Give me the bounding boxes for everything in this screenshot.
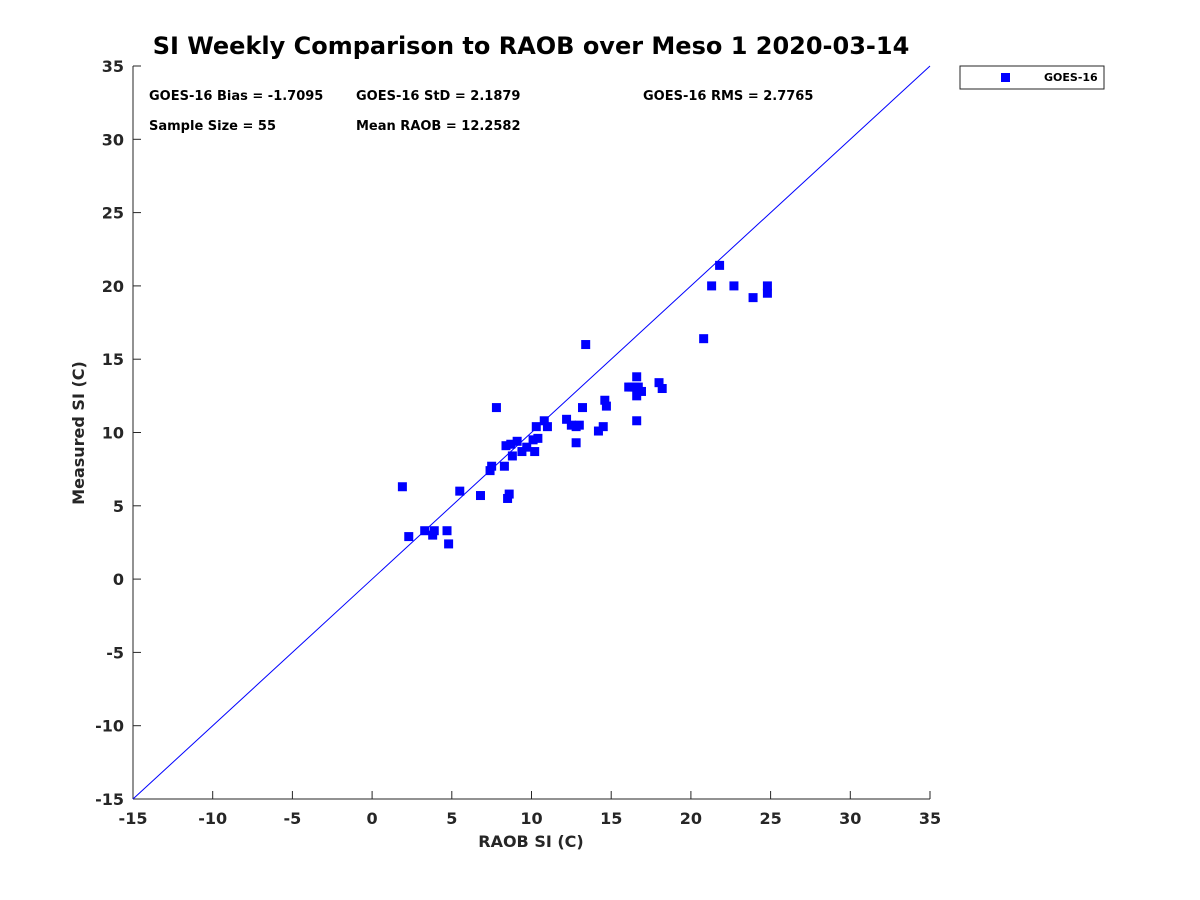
x-tick-label: 20	[680, 809, 702, 828]
data-point	[512, 436, 522, 446]
data-point	[657, 384, 667, 394]
y-tick-label: -15	[95, 790, 124, 809]
x-tick-label: -15	[119, 809, 148, 828]
y-tick-label: 35	[102, 57, 124, 76]
y-tick-label: 15	[102, 350, 124, 369]
data-point	[444, 539, 454, 549]
x-tick-label: 25	[759, 809, 781, 828]
data-point	[539, 416, 549, 426]
stat-mean-raob: Mean RAOB = 12.2582	[356, 119, 521, 134]
data-point	[627, 382, 637, 392]
stat-rms: GOES-16 RMS = 2.7765	[643, 89, 813, 104]
data-point	[528, 435, 538, 445]
data-point	[475, 491, 485, 501]
x-tick-label: 5	[446, 809, 457, 828]
y-tick-label: 20	[102, 277, 124, 296]
data-point	[499, 461, 509, 471]
data-point	[501, 441, 511, 451]
data-point	[578, 403, 588, 413]
data-point	[442, 526, 452, 536]
data-point	[504, 489, 514, 499]
one-to-one-reference-line	[132, 65, 931, 800]
data-point	[487, 461, 497, 471]
data-point	[632, 391, 642, 401]
stat-sample-size: Sample Size = 55	[149, 119, 276, 134]
x-tick-label: 30	[839, 809, 861, 828]
data-point	[530, 447, 540, 457]
x-tick-label: 35	[919, 809, 941, 828]
data-point	[429, 526, 439, 536]
legend-marker	[1001, 73, 1010, 82]
data-point	[715, 260, 725, 270]
legend: GOES-16	[959, 65, 1105, 90]
x-axis-label: RAOB SI (C)	[478, 832, 583, 851]
data-point	[566, 420, 576, 430]
data-point	[404, 532, 414, 542]
data-point	[574, 420, 584, 430]
y-tick-label: 0	[113, 570, 124, 589]
data-point	[522, 442, 532, 452]
data-point	[729, 281, 739, 291]
data-point	[636, 386, 646, 396]
data-point	[762, 288, 772, 298]
data-point	[600, 395, 610, 405]
data-point	[632, 372, 642, 382]
x-ticks: -15 -10 -5 0 5 10 15 20 25 30 35	[119, 791, 941, 828]
y-axis-label: Measured SI (C)	[69, 361, 88, 505]
data-point	[581, 340, 591, 350]
y-tick-label: -10	[95, 717, 124, 736]
data-point	[762, 281, 772, 291]
data-point	[632, 416, 642, 426]
legend-box	[959, 65, 1105, 90]
data-point	[654, 378, 664, 388]
x-tick-label: 0	[367, 809, 378, 828]
data-point	[601, 401, 611, 411]
y-tick-label: -5	[106, 643, 124, 662]
data-point	[699, 334, 709, 344]
y-tick-label: 30	[102, 130, 124, 149]
data-point	[748, 293, 758, 303]
x-tick-label: -10	[198, 809, 227, 828]
data-point	[598, 422, 608, 432]
data-point	[506, 439, 516, 449]
data-point	[533, 433, 543, 443]
x-tick-label: -5	[284, 809, 302, 828]
data-point	[455, 486, 465, 496]
data-point	[593, 426, 603, 436]
data-point	[531, 422, 541, 432]
data-point	[397, 482, 407, 492]
goes16-series	[397, 260, 772, 549]
x-tick-label: 15	[600, 809, 622, 828]
data-point	[571, 438, 581, 448]
chart-title: SI Weekly Comparison to RAOB over Meso 1…	[153, 32, 910, 60]
y-tick-label: 10	[102, 424, 124, 443]
data-point	[507, 451, 517, 461]
data-point	[542, 422, 552, 432]
data-point	[707, 281, 717, 291]
data-point	[491, 403, 501, 413]
stat-std: GOES-16 StD = 2.1879	[356, 89, 520, 104]
y-ticks: -15 -10 -5 0 5 10 15 20 25 30 35	[95, 57, 141, 809]
y-tick-label: 5	[113, 497, 124, 516]
data-point	[562, 414, 572, 424]
data-point	[420, 526, 430, 536]
legend-label-goes16: GOES-16	[1044, 71, 1098, 84]
y-tick-label: 25	[102, 204, 124, 223]
stat-bias: GOES-16 Bias = -1.7095	[149, 89, 323, 104]
x-tick-label: 10	[520, 809, 542, 828]
data-point	[517, 447, 527, 457]
